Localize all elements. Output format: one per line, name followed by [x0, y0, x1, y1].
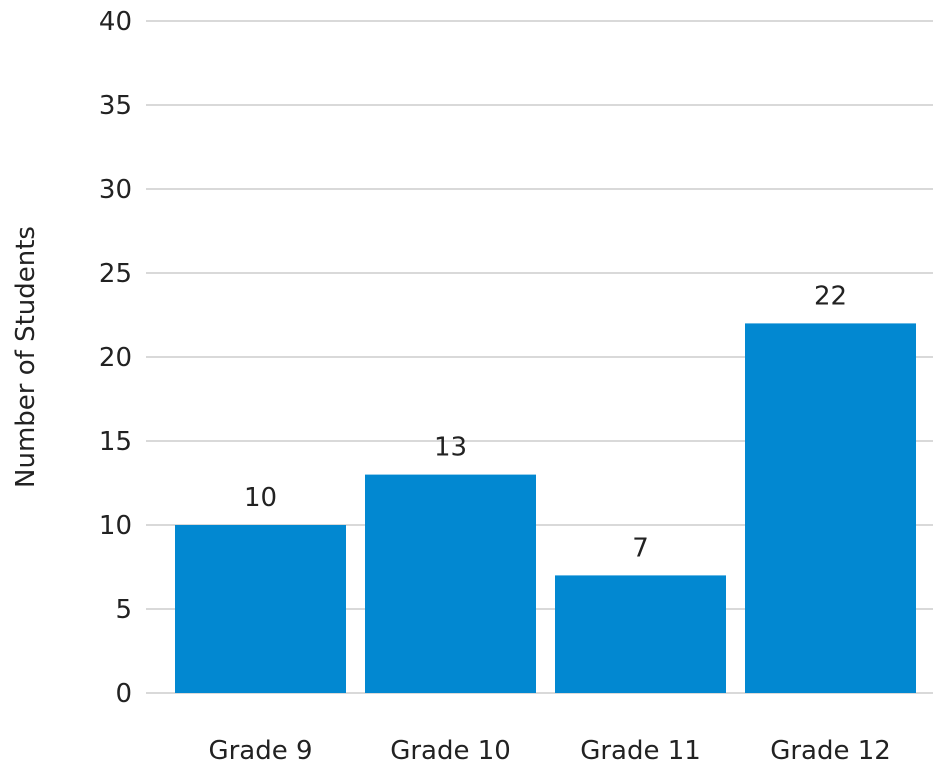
y-tick-label: 40 — [99, 7, 132, 37]
y-tick-label: 20 — [99, 343, 132, 373]
x-tick-label: Grade 12 — [770, 736, 891, 766]
data-label: 10 — [244, 483, 277, 513]
y-tick-labels: 0 5 10 15 20 25 30 35 40 — [99, 7, 132, 709]
x-tick-label: Grade 11 — [580, 736, 701, 766]
data-label: 22 — [814, 281, 847, 311]
data-label: 7 — [632, 533, 649, 563]
y-tick-label: 35 — [99, 91, 132, 121]
y-tick-label: 10 — [99, 511, 132, 541]
y-tick-label: 25 — [99, 259, 132, 289]
x-tick-label: Grade 9 — [208, 736, 312, 766]
y-tick-label: 0 — [115, 679, 132, 709]
y-axis-title: Number of Students — [11, 226, 41, 488]
x-tick-labels: Grade 9 Grade 10 Grade 11 Grade 12 — [208, 736, 890, 766]
x-tick-label: Grade 10 — [390, 736, 511, 766]
y-tick-label: 30 — [99, 175, 132, 205]
bar-grade-9 — [175, 525, 346, 693]
y-tick-label: 15 — [99, 427, 132, 457]
bar-grade-10 — [365, 474, 536, 693]
bars — [175, 323, 916, 693]
data-label: 13 — [434, 433, 467, 463]
bar-grade-11 — [555, 575, 726, 693]
data-labels: 10 13 7 22 — [244, 281, 847, 563]
bar-grade-12 — [745, 323, 916, 693]
y-tick-label: 5 — [115, 595, 132, 625]
